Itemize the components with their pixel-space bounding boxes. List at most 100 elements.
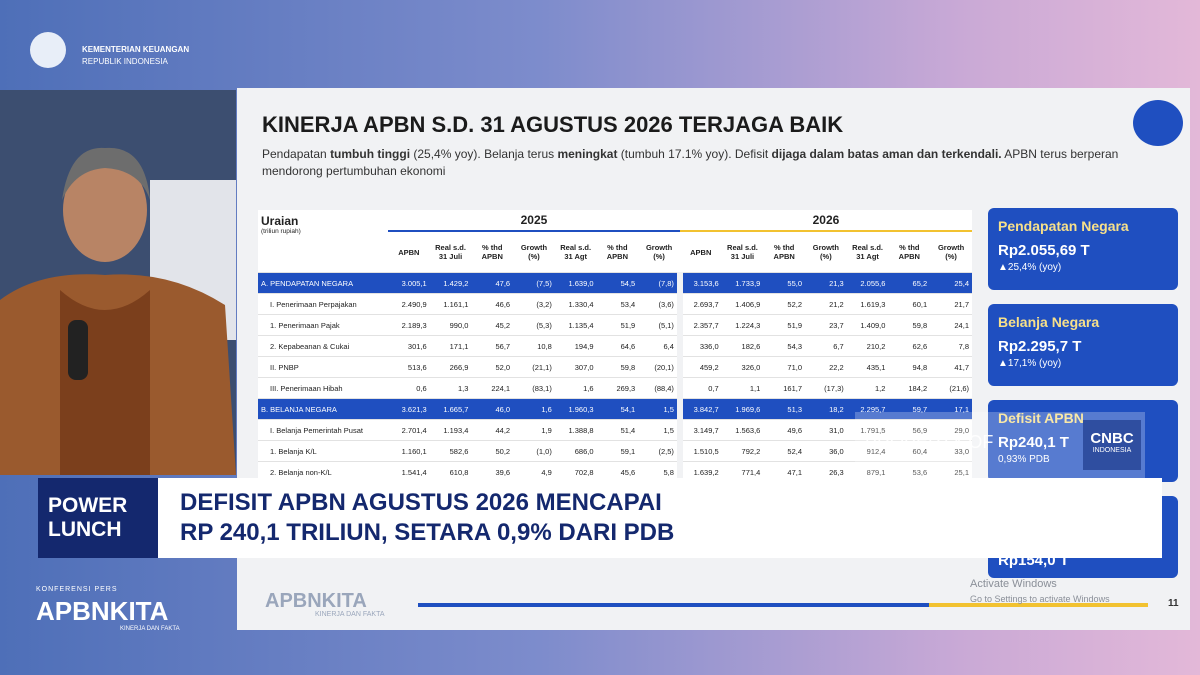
- cell: 3.005,1: [388, 272, 430, 294]
- cell: 2.693,7: [679, 293, 722, 315]
- column-header: % thd APBN: [471, 231, 514, 273]
- cell: 62,6: [888, 335, 931, 357]
- cell: 686,0: [554, 440, 597, 462]
- slide-title: KINERJA APBN S.D. 31 AGUSTUS 2026 TERJAG…: [262, 112, 844, 137]
- cell: 1.429,2: [429, 272, 472, 294]
- cell: 1,3: [429, 377, 472, 399]
- slide-tagline: KINERJA DAN FAKTA: [315, 611, 385, 618]
- row-label: B. BELANJA NEGARA: [258, 398, 388, 420]
- units: (triliun rupiah): [261, 228, 301, 235]
- cell: 41,7: [930, 356, 972, 378]
- cell: 3.621,3: [388, 398, 430, 420]
- cell: 52,4: [763, 440, 806, 462]
- subtitle-part: meningkat: [557, 147, 618, 161]
- ministry-logo: [30, 32, 66, 68]
- header-row: APBN Real s.d. 31 Juli% thd APBN Growth (%…: [258, 231, 972, 273]
- column-header: % thd APBN: [888, 231, 931, 273]
- cell: 46,0: [471, 398, 514, 420]
- cell: 1.135,4: [554, 314, 597, 336]
- cell: 1.510,5: [679, 440, 722, 462]
- column-header: Growth (%): [638, 231, 680, 273]
- cell: (3,6): [638, 293, 683, 315]
- cell: 1,1: [721, 377, 764, 399]
- cell: 1,6: [554, 377, 597, 399]
- cell: 1.388,8: [554, 419, 597, 441]
- cell: 3.149,7: [679, 419, 722, 441]
- cell: 51,4: [596, 419, 639, 441]
- ministry-country: REPUBLIK INDONESIA: [82, 57, 168, 66]
- cell: 33,0: [930, 440, 972, 462]
- cell: 29,0: [930, 419, 972, 441]
- table-row: I. Belanja Pemerintah Pusat 2.701,4 1.193,…: [258, 419, 972, 441]
- card-title: Pendapatan Negara: [998, 218, 1129, 234]
- cell: (5,3): [513, 314, 555, 336]
- cell: 23,7: [805, 314, 847, 336]
- table-row: 1. Belanja K/L 1.160,1 582,6 50,2 (1,0) 686,0…: [258, 440, 972, 462]
- windows-hint: Go to Settings to activate Windows: [970, 594, 1110, 604]
- ministry-name: KEMENTERIAN KEUANGAN: [82, 45, 190, 54]
- subtitle-part: Pendapatan: [262, 147, 331, 161]
- cell: 301,6: [388, 335, 430, 357]
- cell: 1.160,1: [388, 440, 430, 462]
- cell: 2.295,7: [846, 398, 889, 420]
- cell: 51,9: [763, 314, 806, 336]
- cell: 990,0: [429, 314, 472, 336]
- card-note: ▲17,1% (yoy): [998, 358, 1062, 369]
- cell: 210,2: [846, 335, 889, 357]
- row-label: 1. Belanja K/L: [258, 440, 388, 462]
- event-label: KONFERENSI PERS: [36, 586, 118, 593]
- cell: 1,9: [513, 419, 555, 441]
- subtitle-part: APBN terus berperan mendorong pertumbuha…: [262, 147, 1119, 178]
- subtitle-part: (25,4% yoy). Belanja terus: [410, 147, 558, 161]
- row-label: I. Penerimaan Perpajakan: [258, 293, 388, 315]
- table-row: II. PNBP 513,6 266,9 52,0 (21,1) 307,0 59,8 (20…: [258, 356, 972, 378]
- cell: 54,3: [763, 335, 806, 357]
- column-header: Real s.d. 31 Juli: [721, 231, 764, 273]
- cell: 161,7: [763, 377, 806, 399]
- subtitle-part: dijaga dalam batas aman dan terkendali.: [771, 147, 1002, 161]
- event-brand: APBNKITA: [36, 596, 169, 626]
- cell: 1.406,9: [721, 293, 764, 315]
- cell: (7,8): [638, 272, 683, 294]
- column-header: Real s.d. 31 Juli: [429, 231, 472, 273]
- cell: 1.563,6: [721, 419, 764, 441]
- cell: 0,6: [388, 377, 430, 399]
- cell: (17,3): [805, 377, 847, 399]
- row-label: 2. Kepabeanan & Cukai: [258, 335, 388, 357]
- header-row: Uraian (triliun rupiah) 2025 2026: [258, 210, 972, 273]
- row-label: A. PENDAPATAN NEGARA: [258, 272, 388, 294]
- cell: 50,2: [471, 440, 514, 462]
- cell: 326,0: [721, 356, 764, 378]
- cell: 224,1: [471, 377, 514, 399]
- cell: (20,1): [638, 356, 683, 378]
- cell: 194,9: [554, 335, 597, 357]
- row-label: 1. Penerimaan Pajak: [258, 314, 388, 336]
- cell: 1.639,0: [554, 272, 597, 294]
- table-row: 2. Kepabeanan & Cukai 301,6 171,1 56,7 10,8 1…: [258, 335, 972, 357]
- event-tagline: KINERJA DAN FAKTA: [120, 626, 180, 632]
- cell: 2.701,4: [388, 419, 430, 441]
- cell: 336,0: [679, 335, 722, 357]
- cell: (3,2): [513, 293, 555, 315]
- cell: (7,5): [513, 272, 555, 294]
- label-header: Uraian: [261, 214, 299, 228]
- cell: 1,6: [513, 398, 555, 420]
- cell: 1,5: [638, 419, 683, 441]
- headline-box: DEFISIT APBN AGUSTUS 2026 MENCAPAI RP 24…: [158, 478, 1162, 558]
- cell: 56,9: [888, 419, 931, 441]
- cell: 1.733,9: [721, 272, 764, 294]
- cell: 22,2: [805, 356, 847, 378]
- cell: 182,6: [721, 335, 764, 357]
- cell: 1.409,0: [846, 314, 889, 336]
- column-header: APBN: [679, 231, 722, 273]
- cell: 17,1: [930, 398, 972, 420]
- cell: 59,8: [596, 356, 639, 378]
- cell: 1.161,1: [429, 293, 472, 315]
- cell: 1.193,4: [429, 419, 472, 441]
- cell: 1.330,4: [554, 293, 597, 315]
- cell: 6,7: [805, 335, 847, 357]
- cell: 513,6: [388, 356, 430, 378]
- cell: 3.153,6: [679, 272, 722, 294]
- card-value: Rp2.055,69 T: [998, 242, 1090, 259]
